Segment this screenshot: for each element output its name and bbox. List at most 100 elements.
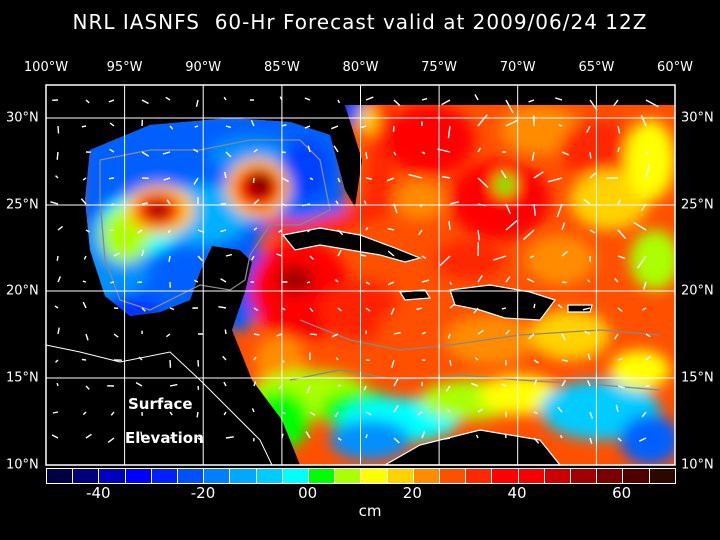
vector-arrow [617, 255, 626, 259]
vector-arrow [225, 436, 234, 439]
vector-arrow [81, 358, 87, 361]
vector-arrow [223, 96, 227, 101]
vector-arrow [140, 431, 143, 439]
vector-arrow [617, 199, 622, 205]
vector-arrow [281, 151, 286, 154]
vector-arrow [533, 359, 539, 364]
vector-arrow [337, 437, 342, 441]
vector-arrow [447, 125, 451, 139]
vector-arrow [645, 99, 659, 108]
vector-arrow [250, 120, 255, 127]
colorbar-swatch [99, 469, 126, 483]
vector-arrow [109, 122, 115, 127]
vector-arrow [365, 177, 373, 180]
vector-arrow [197, 255, 203, 262]
vector-arrow [108, 177, 115, 180]
latitude-label-right: 20°N [681, 283, 714, 299]
vector-arrow [421, 151, 426, 155]
vector-arrow [253, 199, 260, 205]
vector-arrow [306, 385, 311, 394]
map-title: NRL IASNFS 60-Hr Forecast valid at 2009/… [72, 10, 648, 34]
vector-arrow [642, 281, 647, 290]
colorbar-tick-label: -20 [190, 484, 216, 502]
vector-arrow [365, 151, 368, 160]
vector-arrow [194, 125, 199, 128]
vector-arrow [365, 434, 368, 439]
vector-arrow [365, 307, 371, 312]
vector-arrow [638, 437, 647, 442]
vector-arrow [365, 281, 371, 285]
latitude-label-left: 10°N [6, 457, 39, 473]
colorbar-swatch [387, 469, 414, 483]
vector-arrow [561, 250, 568, 257]
vector-arrow [194, 279, 199, 283]
vector-arrow [220, 229, 227, 233]
vector-arrow [220, 278, 227, 283]
vector-arrow [225, 253, 233, 257]
vector-arrow [253, 381, 257, 387]
colorbar-swatch [73, 469, 100, 483]
vector-arrow [421, 431, 426, 439]
vector-arrow [253, 227, 258, 231]
vector-arrow [528, 99, 535, 103]
vector-arrow [252, 177, 255, 183]
vector-arrow [589, 411, 594, 419]
vector-arrow [387, 227, 395, 231]
vector-arrow [83, 255, 87, 260]
vector-arrow [223, 411, 227, 416]
vector-arrow [193, 177, 199, 185]
vector-arrow [421, 331, 427, 335]
vector-arrow [335, 357, 339, 361]
colorbar-swatch [178, 469, 205, 483]
latitude-label-left: 30°N [6, 110, 39, 126]
vector-arrow [141, 99, 149, 105]
vector-arrow [309, 255, 315, 260]
vector-arrow [561, 359, 568, 362]
vector-arrow [421, 97, 428, 101]
vector-arrow [141, 307, 146, 312]
vector-arrow [449, 359, 452, 366]
vector-arrow [337, 99, 341, 104]
vector-arrow [561, 222, 566, 231]
vector-arrow [197, 437, 204, 443]
vector-arrow [393, 405, 399, 413]
colorbar [46, 468, 676, 484]
colorbar-swatch [361, 469, 388, 483]
latitude-label-right: 30°N [681, 110, 714, 126]
vector-arrow [587, 380, 591, 387]
hispaniola [449, 284, 556, 321]
vector-arrow [169, 125, 174, 130]
vector-arrow [408, 173, 423, 179]
vector-arrow [559, 435, 563, 439]
vector-arrow [85, 333, 89, 341]
vector-arrow [393, 378, 399, 387]
vector-arrow [477, 147, 482, 153]
vector-arrow [169, 411, 173, 416]
vector-arrow [449, 303, 456, 309]
vector-arrow [477, 408, 484, 413]
vector-arrow [251, 255, 255, 261]
vector-arrow [547, 177, 563, 183]
colorbar-tick-label: 00 [298, 484, 318, 502]
vector-arrow [526, 278, 535, 283]
vector-arrow [501, 383, 507, 387]
vector-arrow [387, 281, 395, 286]
vector-arrow [107, 437, 115, 444]
longitude-label: 80°W [342, 60, 379, 75]
vector-arrow [222, 355, 227, 361]
colorbar-swatch [256, 469, 283, 483]
vector-arrow [56, 255, 59, 261]
vector-arrow [225, 125, 232, 129]
vector-arrow [360, 254, 367, 257]
vector-arrow [113, 252, 120, 257]
latitude-label-right: 25°N [681, 197, 714, 213]
vector-arrow [135, 381, 143, 387]
vector-arrow [392, 125, 395, 132]
vector-arrow [166, 199, 171, 205]
vector-arrow [57, 327, 60, 335]
vector-arrow [168, 255, 171, 262]
colorbar-swatch [544, 469, 572, 483]
vector-arrow [334, 411, 339, 418]
vector-arrow [416, 307, 423, 311]
